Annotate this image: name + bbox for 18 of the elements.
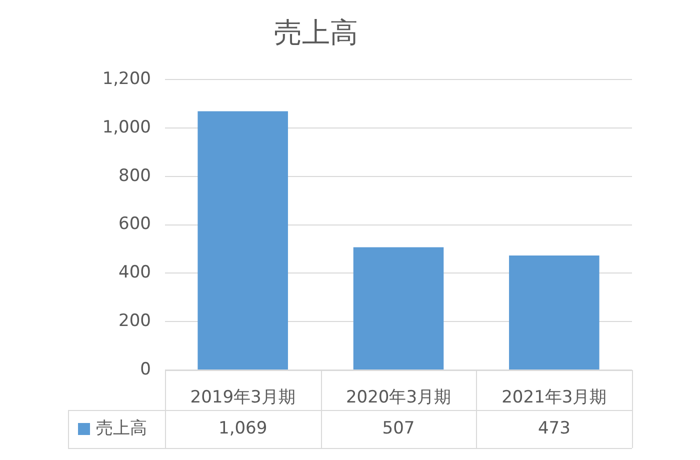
y-tick-label: 1,000 [102, 117, 151, 138]
x-tick-label: 2019年3月期 [190, 388, 296, 408]
y-tick-label: 600 [118, 214, 151, 234]
y-tick-label: 0 [140, 359, 151, 380]
x-tick-label: 2020年3月期 [346, 388, 452, 408]
data-label: 473 [538, 418, 570, 438]
chart-title: 売上高 [274, 16, 358, 50]
legend-label: 売上高 [96, 418, 147, 438]
y-tick-label: 1,200 [102, 69, 151, 90]
y-tick-label: 800 [118, 166, 151, 186]
x-tick-label: 2021年3月期 [502, 388, 607, 408]
bar [353, 247, 444, 370]
bar [198, 111, 288, 370]
y-tick-label: 400 [118, 262, 151, 283]
bar [509, 256, 600, 370]
data-label: 507 [382, 418, 415, 438]
y-tick-label: 200 [118, 311, 151, 332]
data-label: 1,069 [218, 418, 268, 438]
